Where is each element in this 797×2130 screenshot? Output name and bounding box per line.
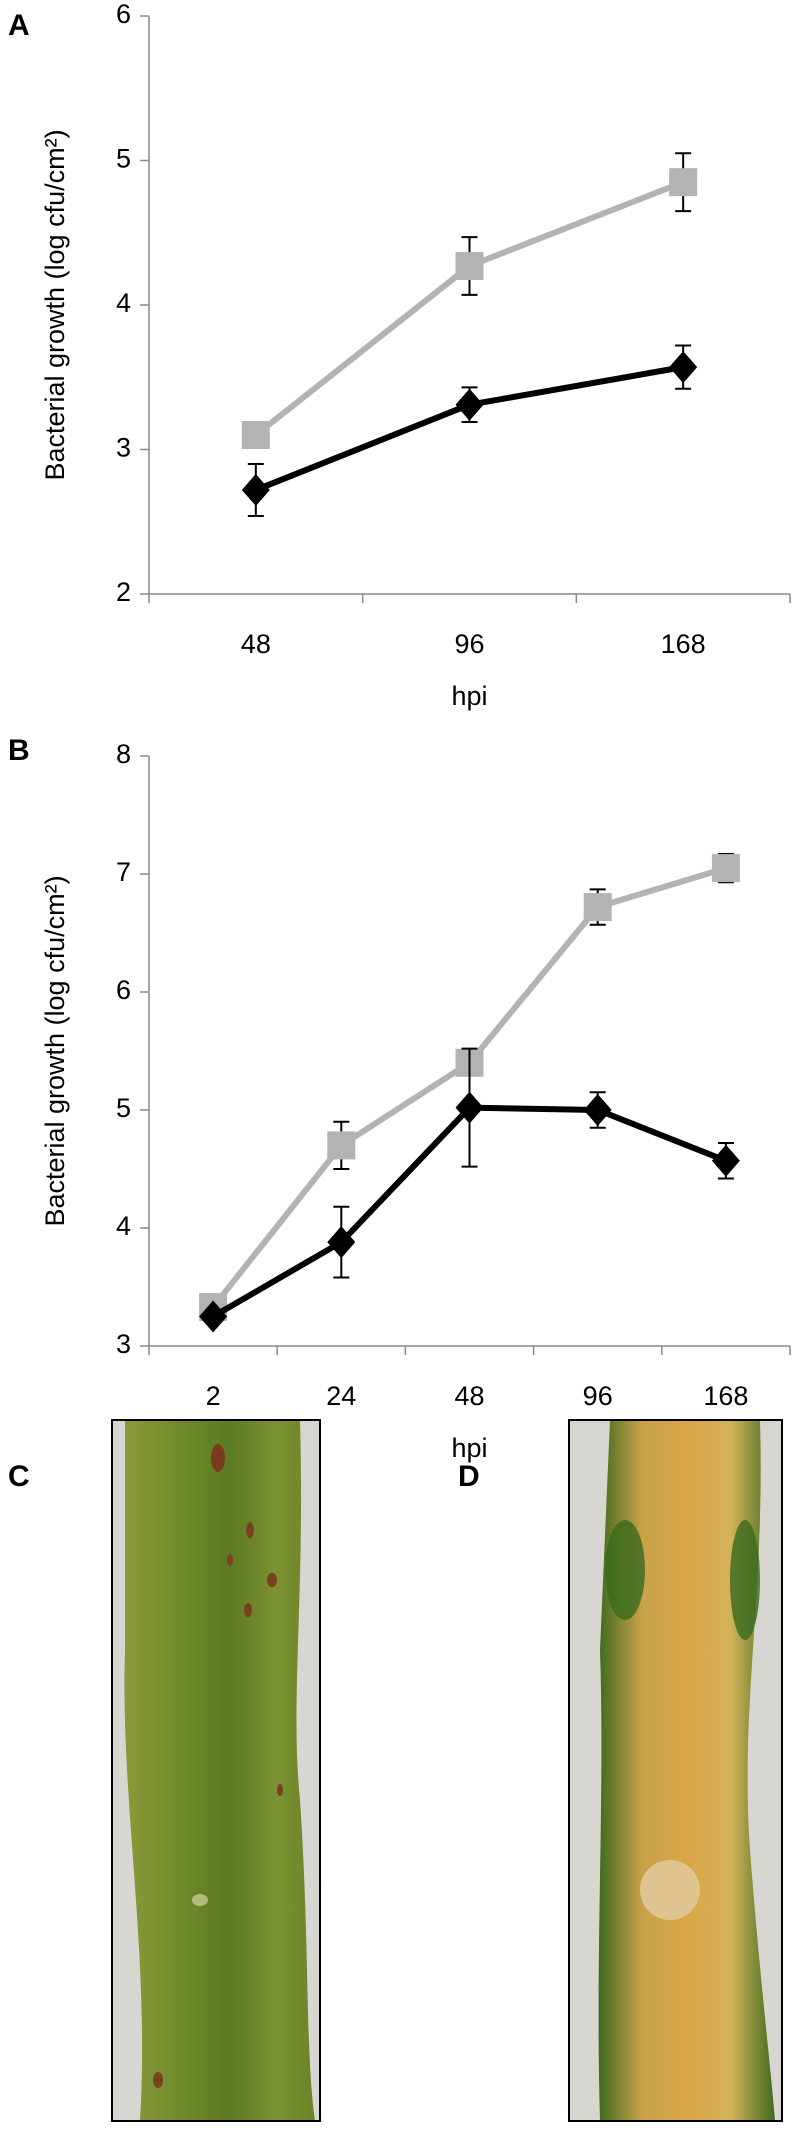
photo-d — [568, 1419, 783, 2122]
x-axis-label: hpi — [451, 1433, 487, 1463]
x-tick-label: 48 — [241, 629, 271, 659]
x-tick-label: 96 — [454, 629, 484, 659]
y-tick-label: 4 — [116, 1211, 131, 1241]
marker — [583, 1094, 612, 1126]
x-tick-label: 96 — [583, 1381, 613, 1411]
marker — [583, 893, 612, 922]
marker — [711, 1144, 740, 1177]
x-tick-label: 24 — [326, 1381, 356, 1411]
marker — [455, 1091, 484, 1124]
x-tick-label: 168 — [703, 1381, 748, 1411]
panel-label: C — [8, 1460, 30, 1493]
panel-label: A — [8, 9, 30, 42]
panel-label: B — [8, 734, 30, 767]
x-tick-label: 2 — [206, 1381, 221, 1411]
marker — [669, 351, 698, 384]
marker — [669, 168, 698, 197]
y-tick-label: 7 — [116, 857, 131, 887]
y-tick-label: 6 — [116, 975, 131, 1005]
y-axis-label: Bacterial growth (log cfu/cm²) — [40, 129, 70, 480]
x-axis-label: hpi — [451, 681, 487, 711]
y-axis-label: Bacterial growth (log cfu/cm²) — [40, 875, 70, 1226]
y-tick-label: 8 — [116, 739, 131, 769]
y-tick-label: 6 — [116, 0, 131, 29]
marker — [327, 1226, 356, 1259]
y-tick-label: 2 — [116, 577, 131, 607]
marker — [199, 1300, 228, 1333]
x-tick-label: 168 — [661, 629, 706, 659]
marker — [455, 388, 484, 421]
y-tick-label: 5 — [116, 1093, 131, 1123]
y-tick-label: 4 — [116, 288, 131, 318]
y-tick-label: 5 — [116, 144, 131, 174]
marker — [241, 421, 270, 450]
marker — [711, 854, 740, 883]
x-tick-label: 48 — [454, 1381, 484, 1411]
marker — [327, 1131, 356, 1160]
panel-label: D — [458, 1460, 480, 1493]
y-tick-label: 3 — [116, 433, 131, 463]
marker — [241, 473, 270, 506]
marker — [455, 251, 484, 280]
photo-c — [111, 1419, 321, 2122]
y-tick-label: 3 — [116, 1329, 131, 1359]
